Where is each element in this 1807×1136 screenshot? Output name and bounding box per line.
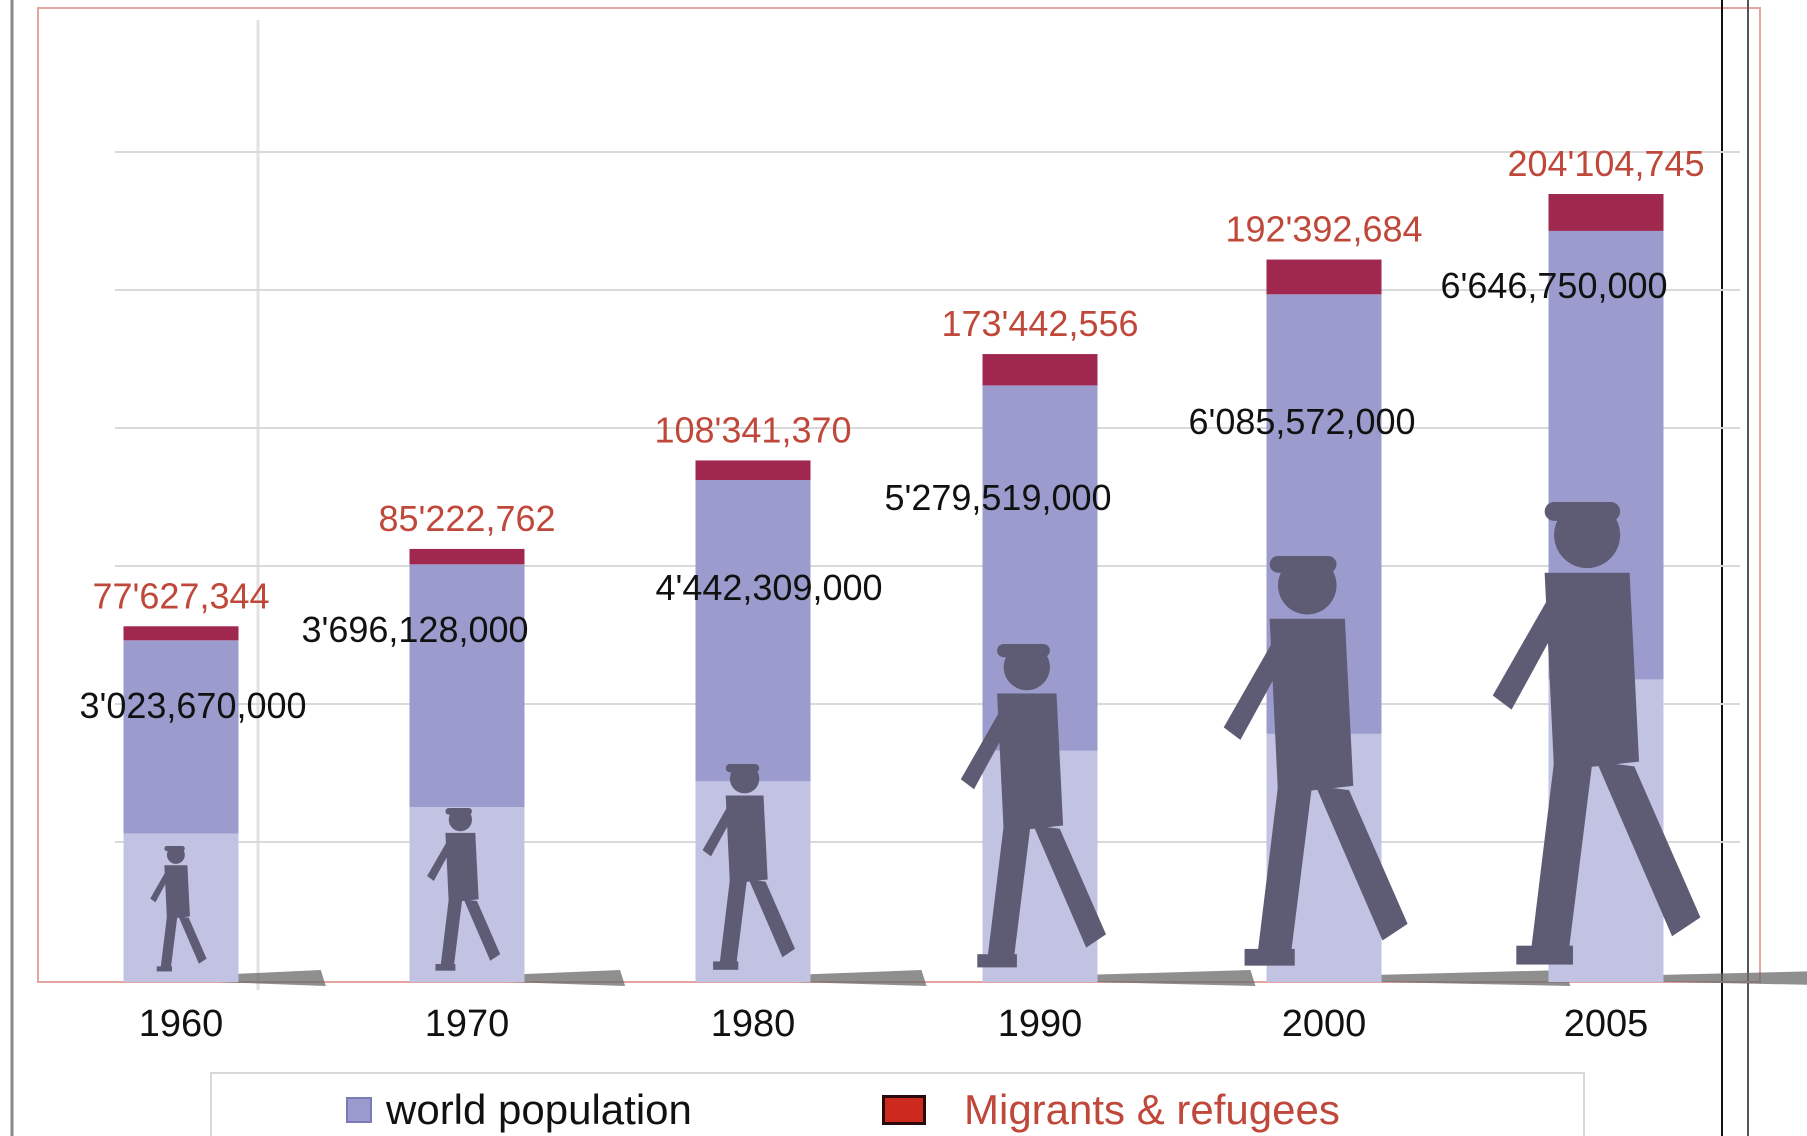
person-leg-front <box>748 879 795 958</box>
population-value-label: 4'442,309,000 <box>655 567 882 608</box>
person-leg-back <box>1530 761 1592 956</box>
population-value-label: 5'279,519,000 <box>884 477 1111 518</box>
person-cap <box>997 644 1050 658</box>
walking-person-icon <box>1492 501 1701 965</box>
migrants-value-label: 85'222,762 <box>378 498 555 539</box>
person-leg-back <box>987 825 1031 961</box>
x-tick-label: 1990 <box>998 1003 1083 1045</box>
x-tick-label: 2000 <box>1282 1003 1367 1045</box>
migrants-bar <box>1266 259 1382 295</box>
person-torso <box>1544 572 1640 772</box>
person-foot <box>713 961 739 970</box>
population-value-label: 6'085,572,000 <box>1188 401 1415 442</box>
person-foot <box>1244 948 1295 966</box>
shadow <box>1334 970 1571 986</box>
person-foot <box>435 964 456 971</box>
person-cap <box>1544 502 1621 521</box>
legend-label-world-population: world population <box>386 1086 692 1133</box>
population-value-label: 6'646,750,000 <box>1440 265 1667 306</box>
person-leg-back <box>160 916 178 969</box>
person-leg-back <box>440 899 463 968</box>
person-arm <box>1492 596 1569 710</box>
person-torso <box>445 832 479 903</box>
person-foot <box>977 954 1017 968</box>
x-tick-label: 1980 <box>711 1003 796 1045</box>
walking-person-icon <box>702 764 795 970</box>
migrants-value-label: 173'442,556 <box>941 303 1138 344</box>
person-foot <box>1516 945 1573 965</box>
walking-person-icon <box>1223 556 1408 966</box>
x-tick-label: 1960 <box>139 1003 224 1045</box>
chart-background <box>6 0 1801 1136</box>
person-torso <box>164 865 190 919</box>
person-torso <box>725 795 768 884</box>
x-tick-label: 2005 <box>1564 1003 1649 1045</box>
person-leg-back <box>719 879 747 966</box>
population-value-label: 3'023,670,000 <box>79 685 306 726</box>
person-torso <box>997 693 1064 833</box>
legend-item-world-population: world population <box>346 1088 692 1132</box>
person-leg-front <box>463 899 501 961</box>
x-tick-label: 1970 <box>425 1003 510 1045</box>
migrants-value-label: 204'104,745 <box>1507 143 1704 184</box>
shadow <box>1616 971 1807 985</box>
person-cap <box>164 846 185 852</box>
person-cap <box>445 808 472 815</box>
walking-person-icon <box>427 808 501 971</box>
walking-person-icon <box>150 846 207 972</box>
legend-swatch-world-population <box>346 1097 372 1123</box>
migrants-value-label: 77'627,344 <box>92 575 269 616</box>
person-arm <box>702 806 737 857</box>
migrants-bar <box>695 460 811 481</box>
person-leg-front <box>1033 825 1106 948</box>
population-value-label: 3'696,128,000 <box>301 609 528 650</box>
person-leg-back <box>1257 785 1312 958</box>
person-arm <box>1223 639 1291 740</box>
shadow <box>1050 970 1256 986</box>
migrants-value-label: 192'392,684 <box>1225 209 1422 250</box>
person-foot <box>156 966 173 972</box>
migrants-bar <box>982 354 1098 386</box>
person-cap <box>1269 556 1337 573</box>
migrants-bar <box>1548 194 1664 231</box>
walking-person-icon <box>960 644 1106 968</box>
migrants-bar <box>409 548 525 565</box>
legend-label-migrants: Migrants & refugees <box>964 1086 1340 1133</box>
person-leg-front <box>1315 785 1408 941</box>
person-arm <box>427 841 454 882</box>
person-arm <box>150 871 171 903</box>
person-arm <box>960 710 1014 790</box>
person-leg-front <box>178 916 207 964</box>
migrants-bar <box>123 626 239 641</box>
person-leg-front <box>1596 761 1701 937</box>
migrants-value-label: 108'341,370 <box>654 409 851 450</box>
person-torso <box>1269 618 1354 795</box>
legend-item-migrants: Migrants & refugees <box>882 1088 1340 1132</box>
person-cap <box>725 764 760 773</box>
legend-swatch-migrants <box>882 1095 926 1125</box>
legend <box>210 1072 1585 1136</box>
